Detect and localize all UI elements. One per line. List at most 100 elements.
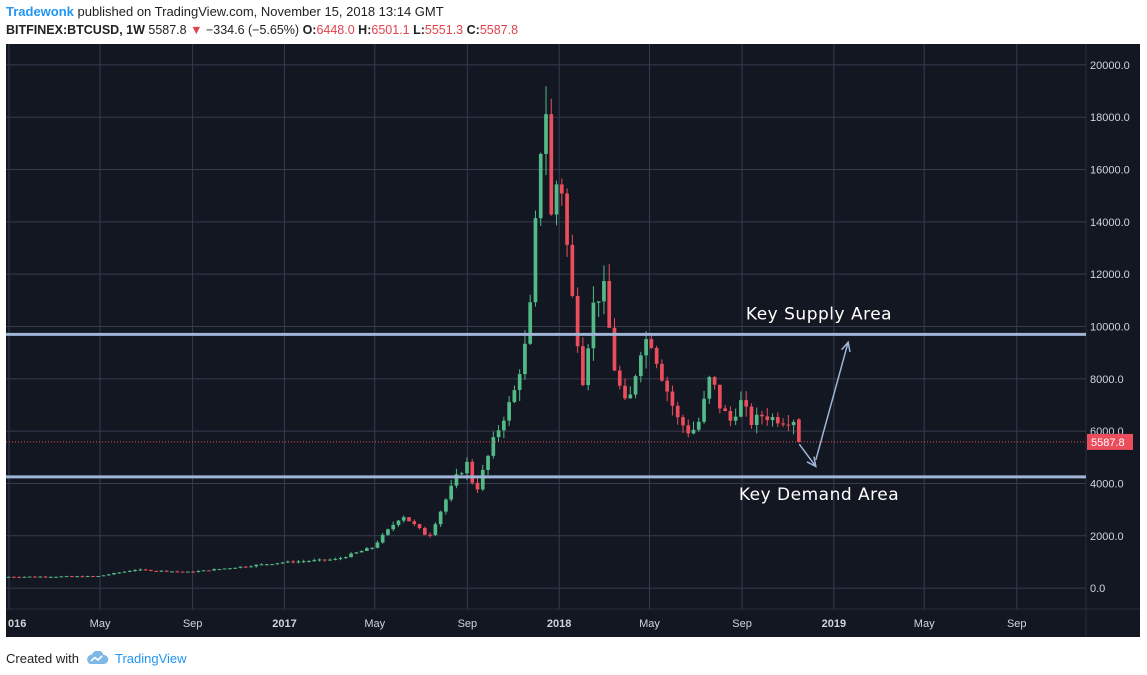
candle-body xyxy=(512,390,517,403)
candle-body xyxy=(702,398,706,422)
candle-body xyxy=(744,400,749,407)
candle-body xyxy=(275,563,280,565)
candle-body xyxy=(22,576,27,578)
last-price: 5587.8 xyxy=(148,23,187,37)
candle-body xyxy=(33,576,37,578)
candle-body xyxy=(280,562,285,564)
candle-body xyxy=(718,384,722,409)
time-tick-label: 2018 xyxy=(547,618,571,630)
candle-body xyxy=(575,295,580,347)
chart-area[interactable]: 0.0 2000.0 4000.0 6000.0 8000.0 10000.0 12000.… xyxy=(6,44,1140,637)
candle-body xyxy=(91,576,95,578)
candle-body xyxy=(596,301,601,303)
candle-body xyxy=(760,414,764,417)
tradingview-cloud-icon xyxy=(87,651,109,664)
candle-body xyxy=(559,184,564,194)
candle-body xyxy=(354,552,359,554)
low-label: L: xyxy=(413,23,425,37)
candle-body xyxy=(770,417,775,421)
candle-body xyxy=(17,576,22,578)
down-arrow-icon xyxy=(798,443,817,468)
candle-body xyxy=(617,370,622,386)
price-tick-label: 14000.0 xyxy=(1090,217,1130,229)
time-tick-label: Sep xyxy=(732,618,752,630)
candle-body xyxy=(781,423,785,425)
candle-body xyxy=(191,571,195,573)
candle-body xyxy=(85,576,90,578)
time-tick-label: 016 xyxy=(8,618,26,630)
candle-body xyxy=(660,363,664,381)
candle-body xyxy=(386,529,390,535)
candle-body xyxy=(228,568,232,570)
open-value: 6448.0 xyxy=(316,23,355,37)
candle-body xyxy=(422,528,427,535)
candle-body xyxy=(122,571,127,573)
candle-body xyxy=(249,566,253,568)
supply-area-label: Key Supply Area xyxy=(746,304,892,324)
candle-body xyxy=(70,576,74,578)
candle-body xyxy=(791,421,796,426)
candle-body xyxy=(691,429,696,434)
candle-body xyxy=(212,569,216,571)
close-label: C: xyxy=(466,23,480,37)
demand-area-label: Key Demand Area xyxy=(739,485,899,505)
candle-body xyxy=(80,576,85,578)
candle-body xyxy=(164,570,169,572)
candle-body xyxy=(491,437,496,456)
candle-body xyxy=(470,461,475,483)
candles-group xyxy=(6,86,801,578)
time-tick-label: Sep xyxy=(458,618,478,630)
candle-body xyxy=(707,377,712,399)
candle-body xyxy=(286,561,290,563)
tradingview-link[interactable]: TradingView xyxy=(85,651,187,666)
author-link[interactable]: Tradewonk xyxy=(6,4,74,19)
footer: Created with TradingView xyxy=(6,648,187,668)
candle-body xyxy=(449,485,454,500)
price-tick-label: 20000.0 xyxy=(1090,60,1130,72)
candle-body xyxy=(401,517,406,521)
candle-body xyxy=(106,574,111,576)
candle-body xyxy=(644,339,648,356)
candle-body xyxy=(185,571,190,573)
candle-body xyxy=(180,571,185,573)
price-axis-background xyxy=(1086,44,1140,637)
candle-body xyxy=(312,560,317,562)
time-tick-label: 2019 xyxy=(822,618,846,630)
price-chart[interactable]: 0.02000.04000.06000.08000.010000.012000.… xyxy=(6,44,1140,637)
time-tick-label: May xyxy=(364,618,385,630)
candle-body xyxy=(396,520,401,525)
price-tick-label: 18000.0 xyxy=(1090,112,1130,124)
candle-body xyxy=(133,570,137,572)
candle-body xyxy=(370,547,374,549)
candle-body xyxy=(681,417,685,426)
candle-body xyxy=(170,571,174,573)
candle-body xyxy=(264,564,269,566)
candle-body xyxy=(322,559,327,561)
candle-body xyxy=(159,570,164,572)
candle-body xyxy=(528,302,533,344)
candle-body xyxy=(201,570,206,572)
candle-body xyxy=(412,521,417,525)
candle-body xyxy=(243,566,248,568)
candle-body xyxy=(196,571,201,573)
candle-body xyxy=(365,548,369,551)
candle-body xyxy=(517,374,522,391)
candle-body xyxy=(754,414,759,425)
candle-body xyxy=(775,417,780,424)
candle-body xyxy=(507,402,511,421)
candle-body xyxy=(301,561,306,563)
candle-body xyxy=(533,218,538,303)
candle-body xyxy=(38,576,43,578)
candle-body xyxy=(233,567,238,569)
arrow-head xyxy=(841,340,851,353)
candle-body xyxy=(64,576,69,578)
candle-body xyxy=(765,416,770,421)
time-tick-label: Sep xyxy=(183,618,203,630)
candle-body xyxy=(428,534,432,536)
candle-body xyxy=(454,474,459,486)
candle-body xyxy=(407,517,411,522)
candle-body xyxy=(296,561,301,563)
candle-body xyxy=(328,559,332,561)
candle-body xyxy=(54,576,58,578)
candle-body xyxy=(602,281,606,302)
